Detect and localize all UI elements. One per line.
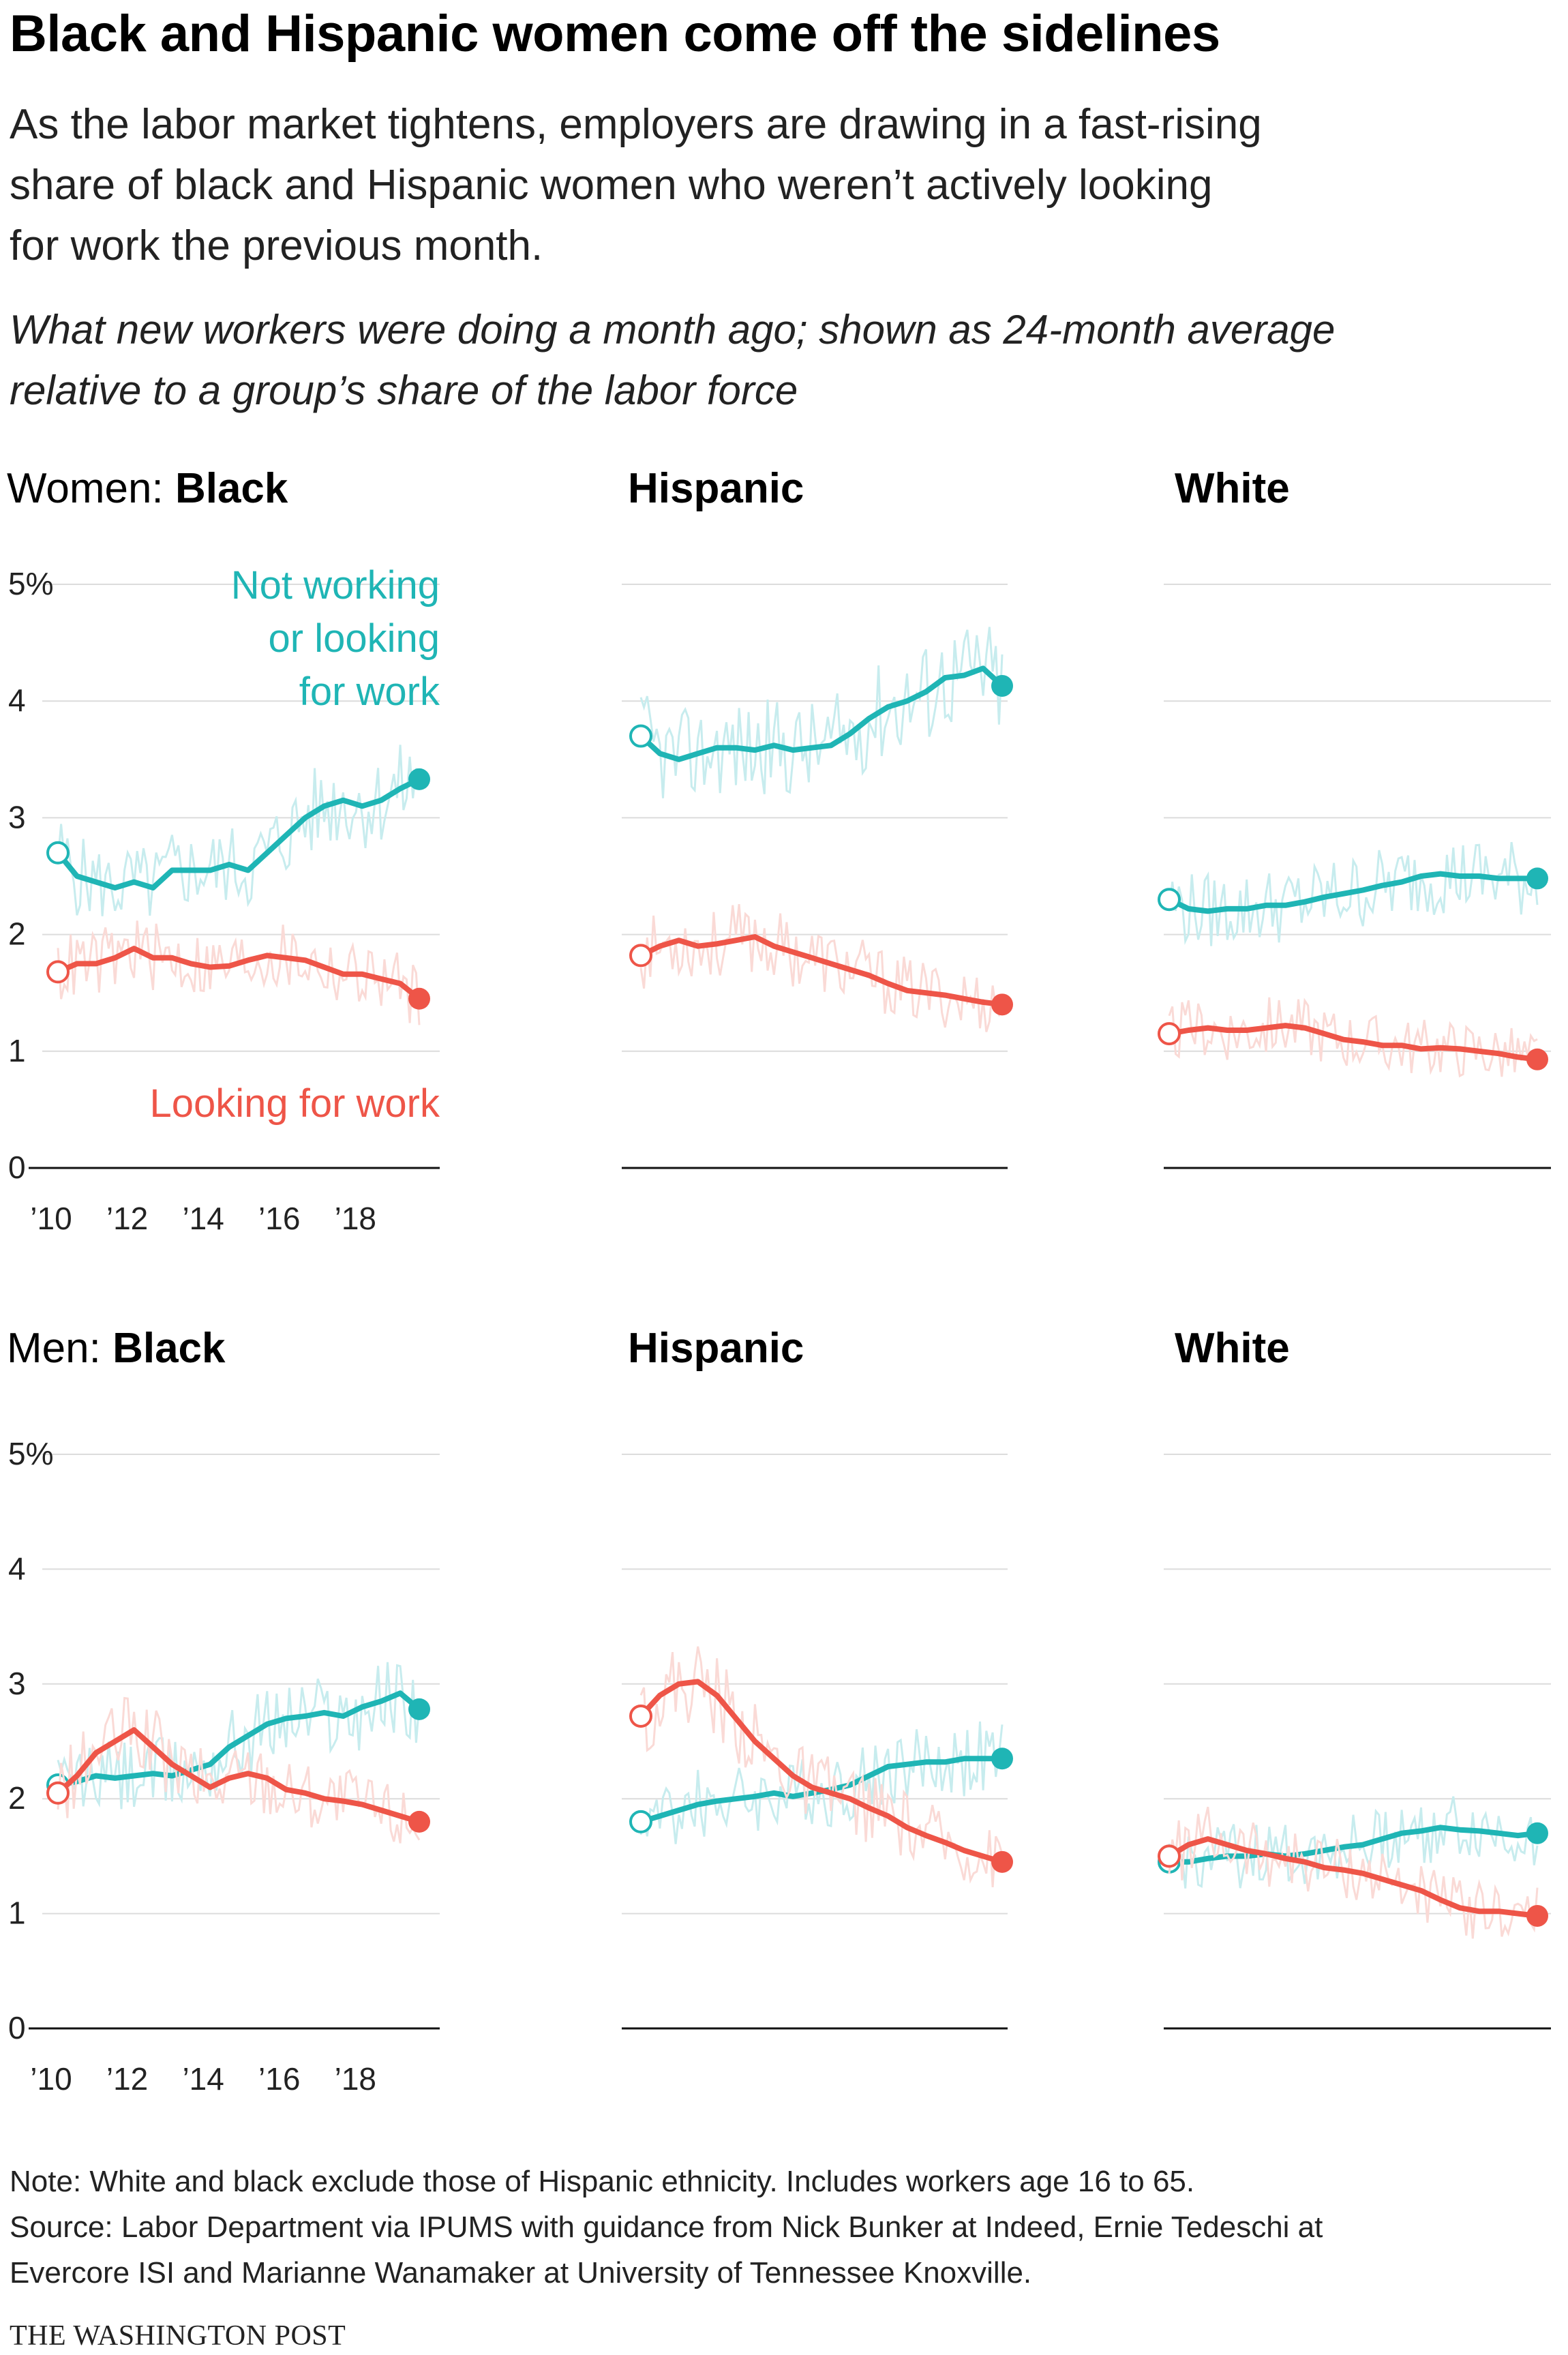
annotation-not-working-line3: for work	[299, 670, 440, 714]
men-black-y-tick-label: 2	[8, 1780, 26, 1816]
row-label-men: Men:	[7, 1325, 113, 1372]
women-black-looking-start-marker	[46, 960, 70, 984]
men-black-y-tick-label: 5%	[8, 1436, 53, 1471]
men-black-y-tick-label: 1	[8, 1895, 26, 1931]
women-white-not_working-end-marker	[1526, 867, 1548, 890]
men-black-looking-average-line	[55, 1727, 422, 1825]
men-white-not_working-monthly-line	[1168, 1796, 1539, 1889]
women-hispanic-not_working-average-line	[638, 665, 1005, 762]
men-white-looking-average-line	[1166, 1836, 1540, 1919]
men-black-y-tick-label: 3	[8, 1666, 26, 1701]
women-black-y-tick-label: 1	[8, 1033, 26, 1068]
chart-dek: What new workers were doing a month ago;…	[10, 307, 1336, 413]
women-black-not_working-start-marker	[46, 841, 70, 865]
men-black-y-tick-label: 0	[8, 2010, 26, 2045]
women-white-looking-start-marker	[1158, 1022, 1181, 1046]
men-white-looking-monthly-line	[1168, 1806, 1539, 1939]
men-white-not_working-end-marker	[1526, 1822, 1548, 1844]
women-black-not_working-average-line	[55, 776, 422, 891]
panel-title-women-black: Women: Black	[7, 462, 288, 516]
women-hispanic-looking-average-line	[638, 934, 1005, 1008]
men-hispanic-looking-start-marker	[629, 1704, 652, 1728]
men-hispanic-looking-average-line	[638, 1679, 1005, 1865]
men-black-x-tick-label: ’14	[182, 2061, 224, 2097]
annotation-looking: Looking for work	[149, 1081, 440, 1126]
women-hispanic-looking-end-marker	[991, 993, 1013, 1016]
women-black-y-tick-label: 3	[8, 799, 26, 835]
men-black-x-tick-label: ’18	[335, 2061, 376, 2097]
women-white-not_working-start-marker	[1158, 888, 1181, 912]
women-white-not_working-monthly-line	[1168, 841, 1539, 946]
men-black-not_working-monthly-line	[57, 1662, 421, 1810]
men-white-looking-start-marker	[1158, 1844, 1181, 1868]
panel-title-men-hispanic: Hispanic	[628, 1321, 804, 1376]
women-black-x-tick-label: ’12	[106, 1201, 148, 1236]
women-black-looking-average-line	[55, 946, 422, 1002]
panel-title-women-white: White	[1175, 462, 1290, 516]
chart-subtitle: As the labor market tightens, employers …	[10, 101, 1262, 269]
women-black-looking-end-marker	[408, 987, 430, 1010]
women-black-x-tick-label: ’18	[335, 1201, 376, 1236]
women-black-y-tick-label: 0	[8, 1150, 26, 1185]
men-black-y-tick-label: 4	[8, 1550, 26, 1586]
women-black-y-tick-label: 4	[8, 682, 26, 718]
source-note: Note: White and black exclude those of H…	[10, 2165, 1323, 2290]
panel-title-women-hispanic: Hispanic	[628, 462, 804, 516]
women-black-not_working-end-marker	[408, 768, 430, 790]
publisher-credit: THE WASHINGTON POST	[10, 2320, 346, 2352]
women-white-looking-average-line	[1166, 1023, 1540, 1062]
men-hispanic-looking-end-marker	[991, 1850, 1013, 1873]
women-black-x-tick-label: ’10	[30, 1201, 72, 1236]
group-label-hispanic: Hispanic	[628, 1325, 804, 1372]
chart-title: Black and Hispanic women come off the si…	[10, 5, 1220, 63]
group-label-hispanic: Hispanic	[628, 465, 804, 512]
men-black-looking-start-marker	[46, 1781, 70, 1805]
group-label-white: White	[1175, 465, 1290, 512]
men-black-x-tick-label: ’16	[258, 2061, 300, 2097]
women-black-y-tick-label: 2	[8, 916, 26, 952]
men-hispanic-not_working-monthly-line	[639, 1721, 1004, 1844]
women-black-x-tick-label: ’16	[258, 1201, 300, 1236]
row-label-women: Women:	[7, 465, 175, 512]
group-label-white: White	[1175, 1325, 1290, 1372]
men-black-looking-end-marker	[408, 1810, 430, 1833]
women-white-looking-end-marker	[1526, 1048, 1548, 1070]
men-black-not_working-end-marker	[408, 1698, 430, 1720]
panel-title-men-black: Men: Black	[7, 1321, 226, 1376]
women-hispanic-not_working-monthly-line	[639, 627, 1004, 798]
group-label-black: Black	[175, 465, 288, 512]
men-black-not_working-average-line	[55, 1690, 422, 1788]
men-hispanic-looking-monthly-line	[639, 1646, 1004, 1887]
women-hispanic-not_working-start-marker	[629, 724, 652, 748]
men-white-not_working-average-line	[1166, 1825, 1540, 1865]
women-black-not_working-monthly-line	[57, 745, 421, 916]
men-hispanic-not_working-end-marker	[991, 1747, 1013, 1770]
women-hispanic-looking-start-marker	[629, 944, 652, 967]
women-white-looking-monthly-line	[1168, 997, 1538, 1078]
annotation-not-working-line1: Not working	[230, 563, 440, 608]
men-black-x-tick-label: ’10	[30, 2061, 72, 2097]
annotation-not-working-line2: or looking	[268, 616, 440, 661]
women-hispanic-not_working-end-marker	[991, 674, 1013, 697]
men-hispanic-not_working-start-marker	[629, 1810, 652, 1833]
group-label-black: Black	[112, 1325, 226, 1372]
men-black-x-tick-label: ’12	[106, 2061, 148, 2097]
women-black-y-tick-label: 5%	[8, 566, 53, 601]
men-white-looking-end-marker	[1526, 1904, 1548, 1927]
women-black-x-tick-label: ’14	[182, 1201, 224, 1236]
annotation-not-working: Not working or looking for work	[136, 559, 440, 719]
women-hispanic-looking-monthly-line	[639, 903, 1004, 1032]
panel-title-men-white: White	[1175, 1321, 1290, 1376]
women-white-not_working-average-line	[1166, 871, 1540, 914]
